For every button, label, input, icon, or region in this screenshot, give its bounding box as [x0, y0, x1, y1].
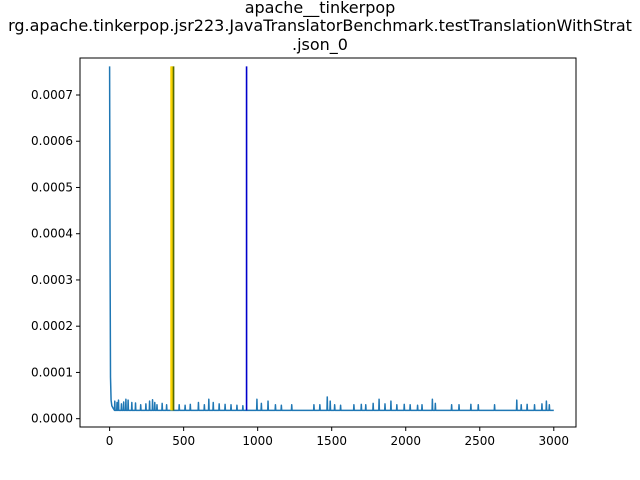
plot-frame [79, 57, 577, 428]
y-tick-label-7: 0.0007 [31, 88, 73, 102]
chart-marks [108, 66, 554, 412]
y-tick-label-3: 0.0003 [31, 273, 73, 287]
chart-title-line-1: apache__tinkerpop [244, 0, 396, 17]
y-tick-label-2: 0.0002 [31, 319, 73, 333]
x-tick-label-0: 0 [106, 434, 114, 448]
y-tick-label-4: 0.0004 [31, 227, 73, 241]
chart-title-line-2: rg.apache.tinkerpop.jsr223.JavaTranslato… [8, 16, 632, 35]
x-tick-label-4: 2000 [390, 434, 421, 448]
x-tick-label-2: 1000 [242, 434, 273, 448]
y-tick-label-5: 0.0005 [31, 180, 73, 194]
chart-axes: 0 500 1000 1500 2000 2500 3000 0.0000 0.0001 0.00… [31, 57, 577, 448]
x-tick-label-1: 500 [172, 434, 195, 448]
x-tick-label-5: 2500 [464, 434, 495, 448]
y-tick-label-0: 0.0000 [31, 412, 73, 426]
chart-title-line-3: .json_0 [292, 35, 348, 54]
x-tick-label-6: 3000 [539, 434, 570, 448]
y-tick-label-1: 0.0001 [31, 365, 73, 379]
x-tick-label-3: 1500 [316, 434, 347, 448]
y-tick-label-6: 0.0006 [31, 134, 73, 148]
series-line-0 [108, 66, 554, 412]
